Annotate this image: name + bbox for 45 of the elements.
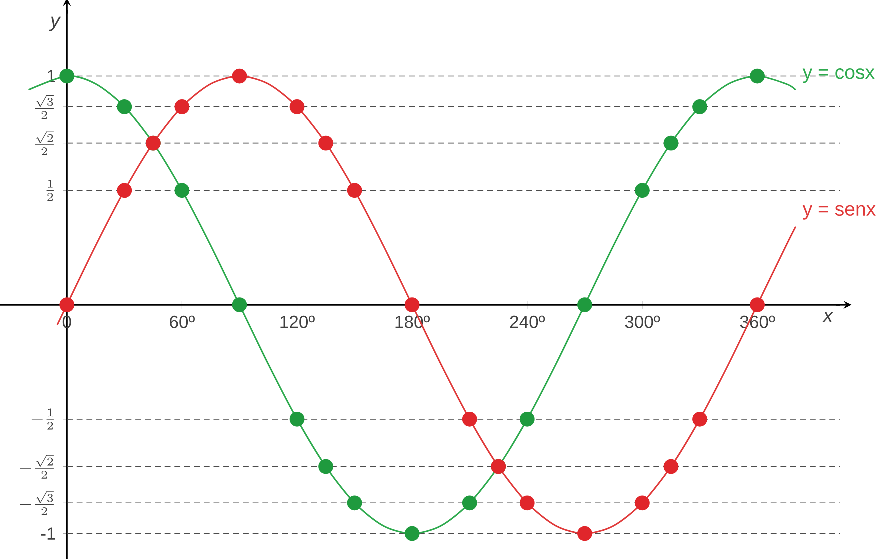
point	[290, 412, 305, 427]
point	[635, 496, 650, 511]
series-label: y = senx	[802, 205, 876, 220]
point	[664, 459, 679, 474]
point	[750, 298, 765, 312]
point	[750, 68, 765, 84]
point	[318, 136, 334, 151]
y-tick-label: $\frac{1}{2}$	[46, 180, 54, 202]
point	[462, 496, 478, 511]
point	[117, 183, 132, 198]
point	[60, 298, 75, 312]
point	[318, 459, 334, 474]
point	[117, 100, 132, 114]
point	[404, 298, 420, 312]
y-tick-label: $\frac{\sqrt{3}}{2}$	[35, 95, 54, 120]
x-tick-label: 120º	[280, 316, 315, 328]
point	[520, 412, 535, 427]
y-tick-label: $\frac{\sqrt{2}}{2}$	[35, 132, 54, 156]
point	[347, 496, 362, 511]
series-label: y = cosx	[802, 68, 875, 84]
point	[404, 526, 420, 542]
point	[578, 298, 592, 312]
point	[290, 100, 305, 114]
point	[664, 136, 679, 151]
point	[462, 412, 478, 427]
point	[174, 100, 190, 114]
point	[578, 526, 592, 542]
point	[520, 496, 535, 511]
point	[232, 68, 248, 84]
y-axis-title: y	[49, 16, 62, 32]
point	[635, 183, 650, 198]
point	[60, 68, 75, 84]
point	[692, 100, 708, 114]
point	[174, 183, 190, 198]
x-tick-label: 240º	[510, 316, 546, 328]
x-axis-title: x	[822, 312, 834, 322]
x-tick-label: 60º	[170, 316, 195, 328]
point	[692, 412, 708, 427]
y-tick-label: $-\frac{\sqrt{2}}{2}$	[20, 455, 54, 479]
y-tick-label: $-\frac{\sqrt{3}}{2}$	[20, 492, 54, 516]
point	[347, 183, 362, 198]
y-tick-label: -1	[41, 528, 56, 540]
x-tick-label: 300º	[625, 316, 660, 328]
point	[232, 298, 248, 312]
y-tick-label: $-\frac{1}{2}$	[32, 408, 54, 430]
